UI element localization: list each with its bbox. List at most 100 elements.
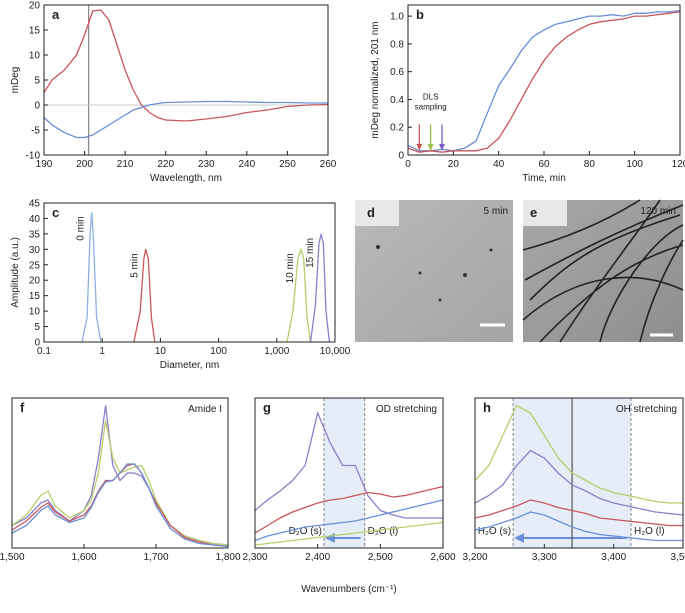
plot-frame bbox=[407, 4, 681, 156]
annotation: DLS bbox=[423, 92, 439, 101]
y-axis-label: Amplitude (a.u.) bbox=[10, 237, 21, 308]
x-tick-label: 3,500 bbox=[670, 552, 685, 563]
x-tick-label: 200 bbox=[76, 159, 93, 170]
plot-frame bbox=[43, 202, 336, 343]
y-tick-label: 25 bbox=[29, 260, 41, 271]
caption: 120 min bbox=[640, 206, 676, 217]
y-tick-label: 0.4 bbox=[390, 95, 404, 106]
y-tick-label: 20 bbox=[29, 1, 41, 12]
series-line bbox=[81, 212, 102, 343]
y-tick-label: 35 bbox=[29, 229, 41, 240]
series-label: 10 min bbox=[285, 253, 296, 283]
x-tick-label: 120 bbox=[672, 159, 685, 170]
x-tick-label: 260 bbox=[320, 159, 337, 170]
y-axis-label: mDeg normalized, 201 nm bbox=[370, 21, 381, 138]
x-tick-label: 190 bbox=[36, 159, 53, 170]
y-axis-label: mDeg bbox=[10, 67, 21, 94]
y-tick-label: -5 bbox=[31, 126, 40, 137]
particle bbox=[489, 248, 493, 252]
x-tick-label: 80 bbox=[584, 159, 596, 170]
panel-label: h bbox=[483, 400, 491, 415]
panel-label: f bbox=[20, 400, 25, 415]
x-tick-label: 3,400 bbox=[601, 552, 626, 563]
x-tick-label: 2,400 bbox=[305, 552, 330, 563]
series-line bbox=[474, 404, 683, 504]
series-line bbox=[474, 499, 683, 527]
y-tick-label: 0 bbox=[34, 101, 40, 112]
series-line bbox=[254, 485, 444, 534]
series-line bbox=[43, 9, 329, 122]
x-tick-label: 1,700 bbox=[143, 552, 168, 563]
x-tick-label: 1,500 bbox=[0, 552, 25, 563]
panel: 190 200 210 220 230 240 250 260 -10 -5 0 5 10 15 20 a Wa… bbox=[10, 1, 337, 185]
panel-label: a bbox=[52, 7, 60, 22]
x-tick-label: 2,600 bbox=[430, 552, 455, 563]
x-tick-label: 1,000 bbox=[264, 346, 289, 357]
series-line bbox=[11, 405, 229, 546]
series-line bbox=[133, 249, 156, 343]
series-label: 5 min bbox=[130, 253, 141, 277]
x-tick-label: 220 bbox=[157, 159, 174, 170]
x-tick-label: 1 bbox=[99, 346, 105, 357]
plot-frame bbox=[11, 397, 229, 549]
x-tick-label: 100 bbox=[210, 346, 227, 357]
series-line bbox=[11, 420, 229, 546]
x-tick-label: 3,300 bbox=[532, 552, 557, 563]
series-label: 0 min bbox=[76, 216, 87, 240]
label-box bbox=[523, 200, 567, 226]
panel: D₂O (s) D₂O (l) 2,300 2,400 2,500 2,600 g OD st… bbox=[242, 397, 456, 595]
x-tick-label: 2,500 bbox=[368, 552, 393, 563]
x-tick-label: 1,600 bbox=[71, 552, 96, 563]
panel: H₂O (s) H₂O (l) 3,200 3,300 3,400 3,500 h OH st… bbox=[462, 397, 685, 563]
image-d: d 5 min bbox=[355, 200, 513, 342]
y-tick-label: 10 bbox=[29, 307, 41, 318]
x-tick-label: 100 bbox=[626, 159, 643, 170]
annotation: OD stretching bbox=[376, 404, 437, 415]
y-tick-label: -10 bbox=[26, 151, 41, 162]
x-tick-label: 210 bbox=[117, 159, 134, 170]
series-line bbox=[11, 463, 229, 548]
x-tick-label: 2,300 bbox=[242, 552, 267, 563]
y-tick-label: 0.8 bbox=[390, 39, 404, 50]
series-line bbox=[407, 11, 681, 153]
sampling-arrowhead bbox=[416, 143, 423, 151]
panel-label: d bbox=[367, 205, 375, 220]
x-tick-label: 0.1 bbox=[37, 346, 51, 357]
particle bbox=[376, 245, 380, 249]
label-box bbox=[355, 200, 399, 226]
y-tick-label: 15 bbox=[29, 291, 41, 302]
fibers bbox=[522, 199, 684, 343]
x-tick-label: 20 bbox=[448, 159, 460, 170]
y-tick-label: 15 bbox=[29, 26, 41, 37]
x-tick-label: 230 bbox=[198, 159, 215, 170]
y-tick-label: 30 bbox=[29, 245, 41, 256]
series-line bbox=[286, 247, 312, 343]
series-line bbox=[254, 410, 443, 519]
series-line bbox=[309, 233, 331, 343]
y-tick-label: 0.6 bbox=[390, 67, 404, 78]
series-line bbox=[407, 9, 681, 152]
panel: 0 20 40 60 80 100 120 0 0.2 0.4 0.6 0.8 1.0 b Time, mi… bbox=[370, 4, 685, 184]
x-tick-label: 0 bbox=[405, 159, 411, 170]
x-tick-label: 10,000 bbox=[320, 346, 351, 357]
series-line bbox=[474, 449, 684, 516]
sampling-arrowhead bbox=[427, 143, 434, 151]
particle bbox=[463, 273, 467, 277]
y-tick-label: 5 bbox=[34, 76, 40, 87]
panel-label: g bbox=[263, 400, 271, 415]
series-line bbox=[254, 499, 444, 542]
y-tick-label: 40 bbox=[29, 214, 41, 225]
y-tick-label: 5 bbox=[34, 322, 40, 333]
x-axis-label: Wavenumbers (cm⁻¹) bbox=[301, 584, 396, 595]
annotation: Amide I bbox=[188, 404, 222, 415]
y-tick-label: 45 bbox=[29, 199, 41, 210]
y-tick-label: 1.0 bbox=[390, 12, 404, 23]
x-tick-label: 1,800 bbox=[215, 552, 240, 563]
y-tick-label: 0.2 bbox=[390, 123, 404, 134]
annotation: OH stretching bbox=[616, 404, 677, 415]
x-axis-label: Diameter, nm bbox=[160, 360, 219, 371]
x-tick-label: 250 bbox=[279, 159, 296, 170]
plot-frame bbox=[254, 397, 444, 549]
